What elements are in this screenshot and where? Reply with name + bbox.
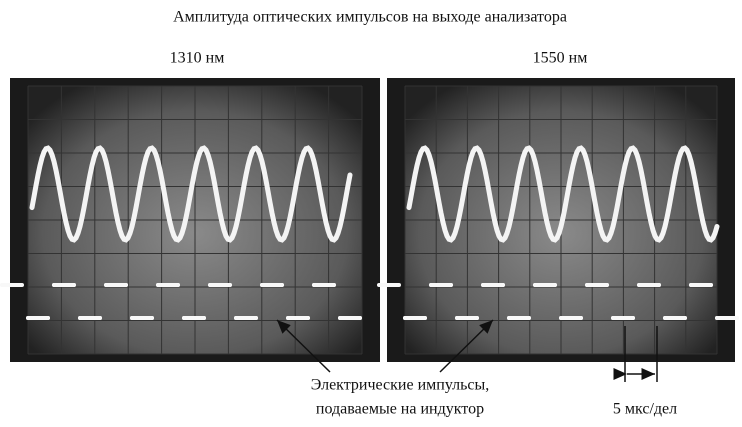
annotation: Электрические импульсы, bbox=[311, 377, 490, 394]
panel-label: 1550 нм bbox=[533, 50, 588, 67]
scale-label: 5 мкс/дел bbox=[613, 401, 677, 418]
figure-title: Амплитуда оптических импульсов на выходе… bbox=[173, 9, 567, 26]
annotation: подаваемые на индуктор bbox=[316, 401, 484, 418]
oscillogram bbox=[2, 78, 380, 362]
panel-label: 1310 нм bbox=[170, 50, 225, 67]
figure: Амплитуда оптических импульсов на выходе… bbox=[0, 0, 742, 427]
oscillogram bbox=[379, 78, 737, 362]
